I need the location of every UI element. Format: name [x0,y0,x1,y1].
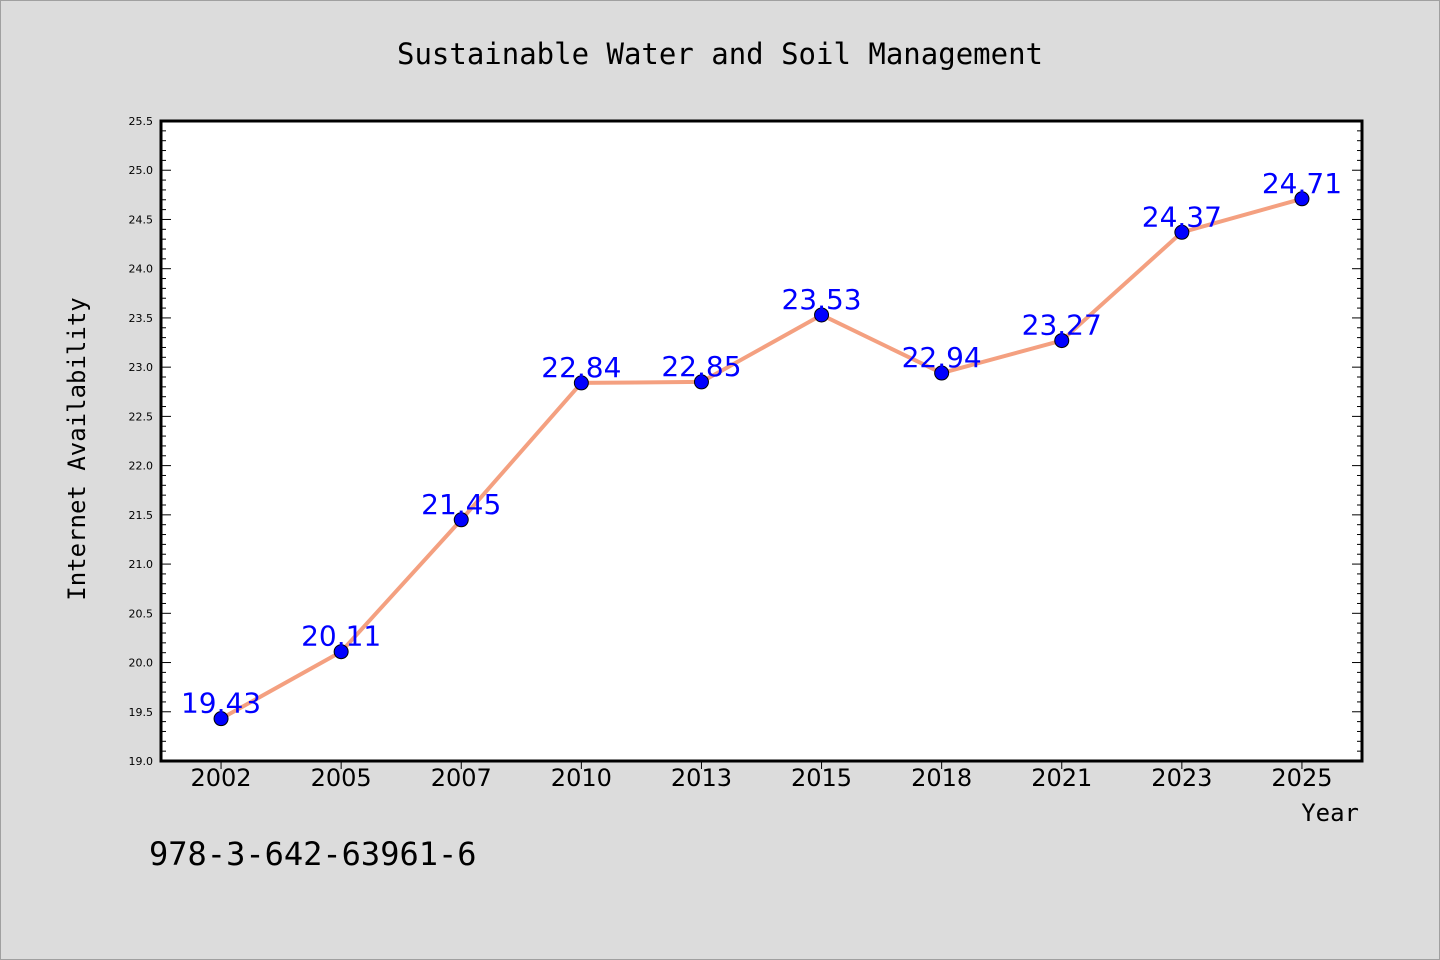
plot-area [161,121,1362,761]
data-label: 22.85 [661,350,741,383]
x-tick-label: 2025 [1271,764,1332,792]
y-tick-label: 23.5 [129,312,154,325]
y-tick-label: 20.5 [129,607,154,620]
y-tick-label: 22.0 [129,460,154,473]
data-label: 24.71 [1262,167,1342,200]
x-tick-label: 2005 [311,764,372,792]
y-axis: 19.0 19.5 20.0 20.5 21.0 21.5 22.0 22.5 23.0 23.5… [129,115,1362,768]
data-point [333,644,349,660]
y-tick-label: 19.0 [129,755,154,768]
data-point [573,375,589,391]
y-tick-label: 22.5 [129,410,154,423]
data-point [1294,191,1310,207]
data-series [213,191,1310,727]
chart-title: Sustainable Water and Soil Management [397,37,1043,71]
y-axis-label: Internet Availability [63,297,91,600]
data-labels: 19.43 20.11 21.45 22.84 22.85 23.53 22.94 23.27… [181,167,1342,720]
data-point [1174,224,1190,240]
data-point [934,365,950,381]
x-tick-label: 2018 [911,764,972,792]
x-axis-label: Year [1301,799,1359,827]
data-label: 23.53 [781,283,861,316]
x-axis: 2002 2005 2007 2010 2013 2015 2018 2021 2023 2025 [191,761,1332,792]
data-point [453,512,469,528]
data-label: 22.84 [541,351,621,384]
data-label: 24.37 [1142,200,1222,233]
x-tick-label: 2013 [671,764,732,792]
data-label: 23.27 [1022,309,1102,342]
y-tick-label: 21.5 [129,509,154,522]
x-tick-label: 2023 [1151,764,1212,792]
y-tick-label: 25.5 [129,115,154,128]
isbn-text: 978-3-642-63961-6 [149,835,477,873]
x-tick-label: 2007 [431,764,492,792]
y-tick-label: 23.0 [129,361,154,374]
data-point [693,374,709,390]
y-tick-label: 24.5 [129,213,154,226]
x-tick-label: 2015 [791,764,852,792]
y-tick-label: 25.0 [129,164,154,177]
data-label: 20.11 [301,620,381,653]
y-tick-label: 21.0 [129,558,154,571]
y-tick-label: 20.0 [129,657,154,670]
plot-frame [159,119,1364,763]
data-point [814,307,830,323]
y-tick-label: 19.5 [129,706,154,719]
data-point [213,711,229,727]
data-point [1054,333,1070,349]
y-tick-label: 24.0 [129,263,154,276]
data-label: 21.45 [421,488,501,521]
data-label: 22.94 [902,341,982,374]
x-tick-label: 2021 [1031,764,1092,792]
series-line [220,196,1303,721]
data-label: 19.43 [181,687,261,720]
x-tick-label: 2002 [191,764,252,792]
x-tick-label: 2010 [551,764,612,792]
